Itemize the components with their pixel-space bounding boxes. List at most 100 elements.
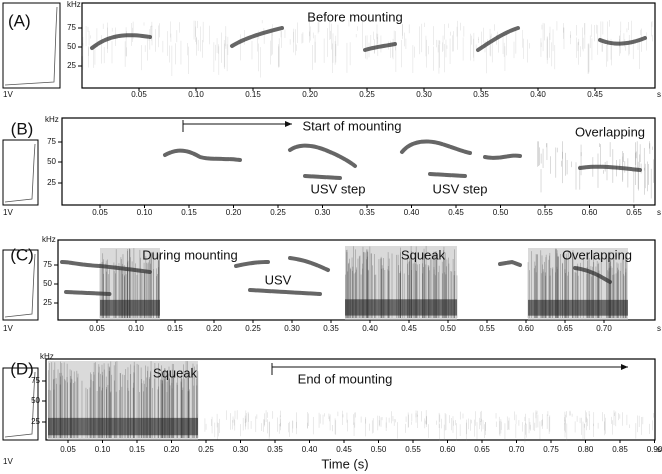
annotation: Overlapping [562,247,632,262]
y-tick-label: 25 [31,417,40,426]
annotation: USV [265,272,292,287]
spectrogram-band [345,299,457,316]
x-tick-label: 0.10 [188,90,204,99]
annotation: During mounting [142,247,237,262]
amplitude-label: 1V [3,208,13,217]
x-tick-label: 0.15 [167,324,183,333]
panel-label: (D) [10,359,34,378]
x-unit: s [657,90,661,99]
x-tick-label: 0.15 [129,445,145,454]
x-tick-label: 0.55 [405,445,421,454]
x-tick-label: 0.05 [89,324,105,333]
x-unit: s [657,208,661,217]
x-tick-label: 0.45 [587,90,603,99]
vocal-call [288,143,357,168]
y-tick-label: 25 [67,61,76,70]
amplitude-frame [2,2,61,89]
x-tick-label: 0.35 [267,445,283,454]
x-tick-label: 0.05 [60,445,76,454]
x-tick-label: 0.40 [530,90,546,99]
x-tick-label: 0.15 [181,208,197,217]
x-tick-label: 0.30 [315,208,331,217]
x-tick-label: 0.35 [473,90,489,99]
x-tick-label: 0.35 [359,208,375,217]
x-tick-label: 0.65 [474,445,490,454]
vocal-call [476,26,520,52]
x-tick-label: 0.50 [493,208,509,217]
y-unit: kHz [45,115,59,124]
y-tick-label: 50 [47,157,56,166]
amplitude-label: 1V [3,457,13,466]
x-tick-label: 0.20 [206,324,222,333]
y-tick-label: 50 [43,279,52,288]
vocal-call [303,174,342,180]
amplitude-frame [2,139,39,206]
x-tick-label: 0.80 [578,445,594,454]
spectrogram-band [528,299,628,316]
vocal-call [498,259,522,267]
vocal-call [64,290,112,296]
annotation: Before mounting [307,9,402,24]
x-axis-title: Time (s) [321,456,368,471]
x-tick-label: 0.20 [302,90,318,99]
x-tick-label: 0.45 [336,445,352,454]
annotation: Overlapping [575,124,645,139]
x-tick-label: 0.75 [543,445,559,454]
x-tick-label: 0.20 [164,445,180,454]
vocal-call [230,26,284,48]
panel-label: (B) [11,119,34,138]
x-tick-label: 0.45 [401,324,417,333]
x-tick-label: 0.15 [245,90,261,99]
x-tick-label: 0.60 [518,324,534,333]
x-tick-label: 0.30 [284,324,300,333]
x-tick-label: 0.20 [226,208,242,217]
annotation: Squeak [153,365,198,380]
y-tick-label: 25 [47,178,56,187]
y-tick-label: 50 [67,42,76,51]
amplitude-trace [4,143,36,203]
x-tick-label: 0.25 [198,445,214,454]
amplitude-label: 1V [3,90,13,99]
vocal-call [598,36,647,46]
vocal-call [578,164,642,172]
panel: (A) kHz 75 50 25 1V 0.05 0.10 0.15 0.20 0.25 0.30 0.… [2,0,661,99]
annotation: Squeak [401,247,446,262]
panel: (D) kHz 75 50 25 1V 0.05 0.10 0.15 0.20 0.25 0.30 0.… [2,352,662,466]
y-tick-label: 75 [47,137,56,146]
y-tick-label: 75 [31,376,40,385]
x-tick-label: 0.50 [371,445,387,454]
y-tick-label: 25 [43,298,52,307]
x-tick-label: 0.65 [626,208,642,217]
x-tick-label: 0.55 [479,324,495,333]
x-tick-label: 0.10 [128,324,144,333]
x-unit: s [657,445,661,454]
annotation: USV step [311,181,366,196]
annotation: End of mounting [298,371,393,386]
vocal-call [573,266,612,284]
panel-label: (A) [8,11,31,30]
x-tick-label: 0.40 [404,208,420,217]
x-tick-label: 0.30 [233,445,249,454]
x-tick-label: 0.85 [612,445,628,454]
y-unit: kHz [67,0,81,9]
panel: (B) kHz 75 50 25 1V 0.05 0.10 0.15 0.20 0.25 0.30 0.… [2,115,661,217]
spectrogram-band [100,299,160,316]
amplitude-trace [4,371,36,438]
y-tick-label: 50 [31,396,40,405]
vocal-call [288,256,330,272]
y-unit: kHz [40,352,54,361]
vocal-call [363,42,397,52]
vocal-call [60,260,152,274]
x-tick-label: 0.55 [537,208,553,217]
x-tick-label: 0.60 [582,208,598,217]
x-tick-label: 0.25 [245,324,261,333]
vocal-call [163,148,242,162]
x-tick-label: 0.30 [416,90,432,99]
y-unit: kHz [42,235,56,244]
vocal-call [234,260,270,268]
x-tick-label: 0.90 [647,445,662,454]
vocal-call [400,139,472,155]
x-tick-label: 0.35 [323,324,339,333]
amplitude-trace [4,253,36,318]
